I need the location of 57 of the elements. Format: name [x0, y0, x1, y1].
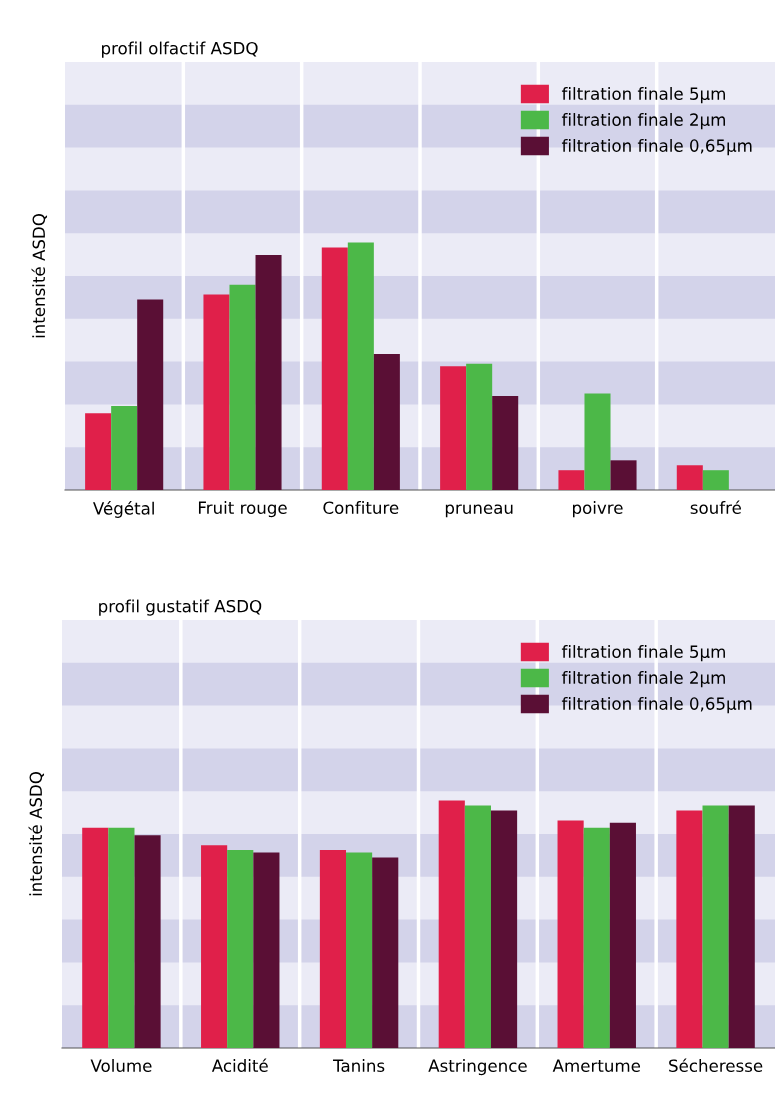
bar	[346, 852, 373, 1048]
y-axis-title: intensité ASDQ	[28, 772, 45, 896]
x-tick-label: soufré	[690, 500, 741, 515]
bar	[82, 827, 109, 1048]
chart-title: profil olfactif ASDQ	[102, 41, 258, 58]
bar	[347, 242, 374, 490]
bar	[492, 395, 519, 490]
bar	[609, 822, 636, 1048]
bar	[558, 470, 585, 490]
bar	[438, 800, 465, 1048]
bar	[490, 810, 518, 1048]
legend-label: filtration finale 5µm	[561, 87, 725, 104]
bar	[464, 805, 491, 1048]
x-tick-label: Tanins	[332, 1059, 385, 1073]
bar	[702, 805, 729, 1048]
bar	[583, 827, 610, 1048]
bar	[137, 299, 164, 490]
bar	[372, 857, 399, 1048]
bar	[255, 254, 282, 490]
bar	[201, 845, 228, 1048]
bar	[227, 850, 254, 1048]
bar	[440, 366, 467, 490]
x-tick-label: pruneau	[445, 504, 513, 518]
bar	[728, 805, 755, 1048]
bar	[134, 835, 161, 1048]
x-tick-label: Confiture	[323, 501, 399, 515]
bar	[557, 820, 584, 1048]
bar	[373, 353, 400, 490]
bar	[108, 827, 135, 1048]
chart-title: profil gustatif ASDQ	[99, 599, 262, 616]
x-tick-label: poivre	[573, 501, 623, 518]
x-tick-label: Acidité	[211, 1058, 268, 1073]
x-tick-label: Amertume	[552, 1059, 641, 1073]
x-tick-label: Sécheresse	[669, 1058, 763, 1073]
bar	[319, 850, 347, 1048]
bar	[702, 470, 729, 490]
x-tick-label: Végétal	[93, 501, 154, 518]
bar	[610, 460, 637, 490]
bar	[229, 284, 256, 490]
bar	[584, 393, 611, 490]
bar	[253, 852, 280, 1048]
x-tick-label: Astringence	[428, 1059, 527, 1076]
legend-label: filtration finale 5µm	[561, 645, 725, 662]
legend-label: filtration finale 2µm	[561, 671, 725, 688]
legend-label: filtration finale 2µm	[561, 113, 725, 130]
x-tick-label: Fruit rouge	[198, 501, 287, 518]
legend-label: filtration finale 0,65µm	[561, 138, 752, 156]
bar	[676, 465, 703, 490]
bar	[203, 294, 230, 490]
x-tick-label: Volume	[90, 1059, 152, 1073]
bar	[85, 413, 112, 490]
y-axis-title: intensité ASDQ	[31, 214, 48, 338]
bar	[111, 405, 138, 490]
legend-label: filtration finale 0,65µm	[561, 696, 752, 714]
bar	[676, 810, 703, 1048]
bar	[466, 363, 493, 490]
bar	[321, 247, 348, 490]
